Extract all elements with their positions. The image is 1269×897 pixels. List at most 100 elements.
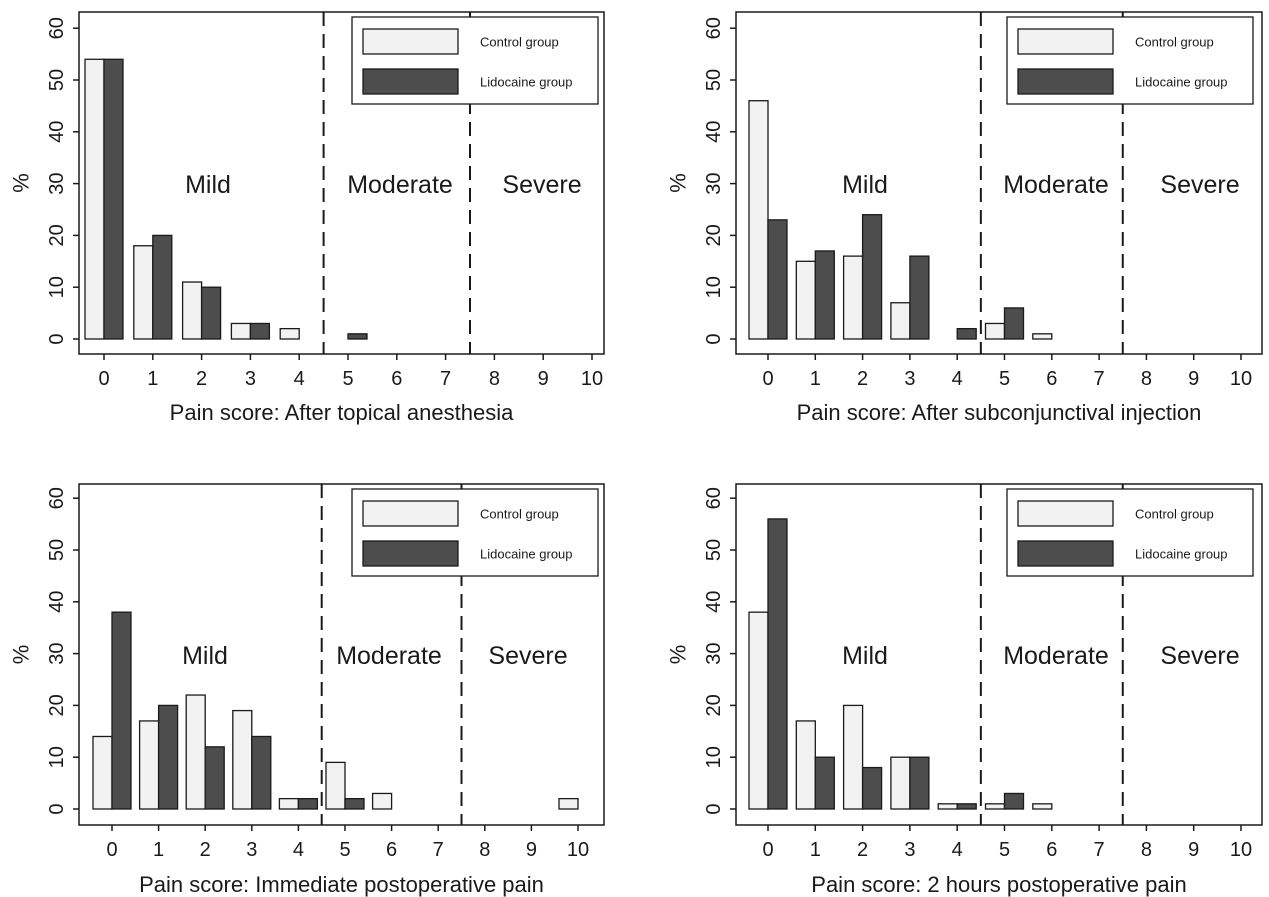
y-tick-label: 0 [46, 333, 68, 344]
x-tick-label: 7 [440, 368, 451, 390]
zone-label-mild: Mild [182, 642, 228, 670]
zone-label-moderate: Moderate [347, 171, 453, 199]
legend-label: Control group [480, 35, 559, 50]
bar-control [1032, 803, 1053, 810]
bar-control [842, 704, 864, 810]
bar-control [795, 720, 816, 810]
x-axis-label: Pain score: After subconjunctival inject… [797, 400, 1202, 425]
x-tick-label: 3 [904, 368, 915, 390]
y-tick-label: 60 [703, 487, 725, 509]
bar-control [890, 302, 911, 340]
chart-panel: 0 10 20 30 40 50 60% 0 1 2 3 4 5 6 7 8 9 10 Pain score: Im… [9, 483, 605, 897]
x-tick-label: 1 [147, 368, 158, 390]
bar-control [138, 720, 160, 810]
zone-label-moderate: Moderate [1003, 642, 1109, 670]
x-tick-label: 4 [294, 368, 305, 390]
bar-lidocaine [861, 214, 883, 340]
legend-swatch-lidocaine [1017, 68, 1114, 95]
legend-label: Lidocaine group [480, 75, 573, 90]
chart-panel: 0 10 20 30 40 50 60% 0 1 2 3 4 5 6 7 8 9 10 Pain score: 2 … [666, 483, 1263, 897]
legend-swatch-lidocaine [362, 68, 459, 95]
y-tick-label: 40 [46, 121, 68, 143]
zone-label-moderate: Moderate [336, 642, 442, 670]
y-tick-label: 0 [46, 803, 68, 814]
bar-lidocaine [814, 756, 835, 810]
plot-frame [735, 483, 1263, 826]
bar-lidocaine [204, 746, 225, 810]
y-axis-label: % [9, 173, 34, 193]
bar-lidocaine [956, 327, 977, 340]
y-tick-label: 50 [46, 69, 68, 91]
x-tick-label: 2 [200, 839, 211, 861]
bar-lidocaine [861, 766, 883, 810]
y-tick-label: 30 [703, 172, 725, 194]
x-tick-label: 10 [581, 368, 603, 390]
bar-lidocaine [814, 250, 835, 340]
x-tick-label: 5 [999, 368, 1010, 390]
bar-lidocaine [956, 803, 977, 810]
x-axis-label: Pain score: After topical anesthesia [170, 400, 514, 425]
y-axis-label: % [9, 645, 34, 665]
zone-label-severe: Severe [1160, 171, 1239, 199]
zone-label-mild: Mild [842, 171, 888, 199]
y-tick-label: 0 [703, 803, 725, 814]
legend-swatch-lidocaine [1017, 540, 1114, 567]
bar-lidocaine [909, 756, 930, 810]
x-tick-label: 1 [810, 368, 821, 390]
x-tick-label: 9 [1188, 839, 1199, 861]
zone-label-moderate: Moderate [1003, 171, 1109, 199]
bar-lidocaine [767, 518, 788, 810]
x-tick-label: 9 [538, 368, 549, 390]
bar-control [984, 803, 1006, 810]
bar-control [279, 327, 300, 340]
legend-swatch-control [362, 28, 459, 55]
legend-swatch-control [362, 500, 459, 527]
x-tick-label: 2 [857, 368, 868, 390]
x-tick-label: 9 [526, 839, 537, 861]
x-tick-label: 8 [1141, 368, 1152, 390]
bar-lidocaine [767, 219, 788, 340]
x-tick-label: 1 [153, 839, 164, 861]
bar-control [278, 797, 300, 810]
x-tick-label: 3 [246, 839, 257, 861]
x-tick-label: 1 [810, 839, 821, 861]
x-tick-label: 10 [1230, 368, 1252, 390]
y-tick-label: 10 [46, 276, 68, 298]
x-tick-label: 4 [293, 839, 304, 861]
x-tick-label: 7 [1094, 839, 1105, 861]
bar-control [984, 322, 1006, 340]
chart-panel: 0 10 20 30 40 50 60% 0 1 2 3 4 5 6 7 8 9 10 Pain score: Af… [9, 11, 605, 425]
bar-lidocaine [157, 704, 179, 810]
bar-control [890, 756, 911, 810]
legend: Control group Lidocaine group [1006, 488, 1254, 577]
legend: Control group Lidocaine group [1006, 16, 1254, 105]
bar-control [371, 792, 393, 810]
x-tick-label: 7 [433, 839, 444, 861]
legend-swatch-control [1017, 28, 1114, 55]
bar-lidocaine [344, 797, 365, 810]
y-tick-label: 60 [46, 487, 68, 509]
bar-control [842, 255, 864, 340]
x-tick-label: 6 [1046, 368, 1057, 390]
bar-control [185, 694, 206, 810]
bar-lidocaine [111, 611, 132, 810]
y-tick-label: 30 [703, 642, 725, 664]
x-tick-label: 3 [904, 839, 915, 861]
y-tick-label: 10 [703, 746, 725, 768]
legend: Control group Lidocaine group [351, 488, 599, 577]
y-tick-label: 50 [703, 539, 725, 561]
bar-lidocaine [152, 234, 173, 340]
x-tick-label: 2 [857, 839, 868, 861]
x-tick-label: 8 [489, 368, 500, 390]
legend-swatch-control [1017, 500, 1114, 527]
y-tick-label: 40 [46, 591, 68, 613]
bar-lidocaine [909, 255, 930, 340]
x-tick-label: 5 [339, 839, 350, 861]
y-tick-label: 10 [46, 746, 68, 768]
legend-label: Lidocaine group [480, 547, 573, 562]
legend-label: Control group [1135, 35, 1214, 50]
bar-lidocaine [200, 286, 222, 340]
bar-control [748, 100, 769, 340]
legend-label: Control group [1135, 507, 1214, 522]
y-tick-label: 10 [703, 276, 725, 298]
